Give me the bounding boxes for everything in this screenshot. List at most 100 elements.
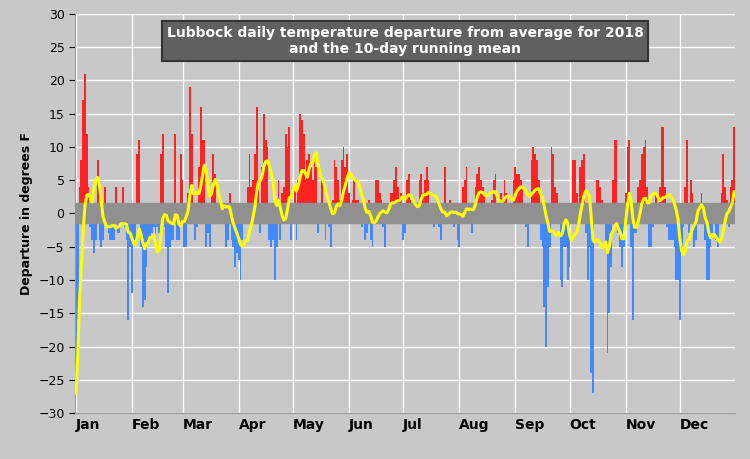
Bar [89, 213, 92, 227]
Bar [230, 213, 232, 240]
Bar [596, 180, 598, 213]
Bar [568, 213, 571, 267]
Bar [502, 200, 503, 213]
Bar [144, 213, 146, 300]
Bar [730, 187, 731, 213]
Bar [214, 174, 216, 213]
Bar [721, 194, 722, 213]
Bar [451, 213, 453, 220]
Bar [76, 213, 79, 320]
Bar [239, 213, 242, 280]
Bar [677, 213, 679, 280]
Bar [426, 167, 427, 213]
Bar [281, 194, 283, 213]
Bar [288, 127, 290, 213]
Bar [632, 213, 634, 320]
Bar [476, 174, 478, 213]
Bar [453, 213, 454, 227]
Bar [153, 213, 154, 227]
Bar [427, 180, 430, 213]
Bar [717, 213, 718, 247]
Bar [442, 207, 444, 213]
Bar [550, 147, 552, 213]
Bar [562, 213, 563, 286]
Bar [379, 194, 380, 213]
Bar [480, 180, 482, 213]
Bar [80, 160, 82, 213]
Bar [402, 213, 404, 240]
Bar [522, 187, 524, 213]
Bar [663, 127, 664, 213]
Bar [646, 187, 648, 213]
Bar [470, 213, 471, 217]
Bar [654, 213, 656, 217]
Bar [692, 194, 694, 213]
Bar [419, 180, 420, 213]
Bar [734, 127, 735, 213]
Bar [160, 153, 162, 213]
Y-axis label: Departure in degrees F: Departure in degrees F [20, 132, 33, 295]
Bar [536, 160, 538, 213]
Bar [538, 180, 540, 213]
Bar [316, 167, 317, 213]
Bar [670, 213, 672, 240]
Bar [310, 167, 312, 213]
Bar [113, 213, 115, 240]
Bar [684, 187, 686, 213]
Bar [602, 200, 603, 213]
Bar [279, 213, 281, 240]
Bar [104, 187, 106, 213]
Bar [630, 213, 632, 247]
Bar [221, 213, 224, 217]
Bar [375, 180, 377, 213]
Bar [466, 167, 467, 213]
Bar [482, 187, 484, 213]
Bar [576, 194, 578, 213]
Bar [607, 213, 608, 353]
Bar [248, 153, 250, 213]
Bar [664, 187, 666, 213]
Bar [525, 213, 527, 227]
Bar [565, 213, 567, 247]
Bar [545, 213, 547, 347]
Bar [111, 213, 113, 240]
Bar [267, 147, 268, 213]
Bar [572, 160, 574, 213]
Bar [102, 213, 104, 240]
Bar [256, 107, 258, 213]
Bar [516, 174, 518, 213]
Bar [307, 160, 308, 213]
Bar [140, 213, 142, 247]
Bar [540, 213, 542, 240]
Bar [251, 187, 252, 213]
Bar [304, 180, 307, 213]
Bar [506, 194, 507, 213]
Bar [176, 213, 178, 240]
Bar [382, 213, 384, 227]
Bar [621, 213, 623, 267]
Bar [368, 200, 370, 213]
Bar [110, 213, 111, 240]
Bar [224, 213, 225, 217]
Bar [225, 213, 227, 247]
Bar [312, 180, 314, 213]
Bar [724, 187, 726, 213]
Bar [608, 213, 610, 313]
Bar [703, 213, 704, 217]
Bar [439, 213, 440, 227]
Bar [574, 160, 576, 213]
Bar [415, 213, 417, 217]
Bar [147, 213, 149, 240]
Bar [424, 180, 426, 213]
Bar [397, 187, 399, 213]
Bar [258, 180, 260, 213]
Bar [265, 140, 267, 213]
Bar [488, 213, 489, 217]
Bar [234, 213, 236, 267]
Bar [169, 213, 171, 247]
Bar [623, 213, 625, 247]
Bar [666, 213, 668, 227]
Bar [500, 194, 502, 213]
Bar [98, 213, 100, 240]
Bar [175, 134, 176, 213]
